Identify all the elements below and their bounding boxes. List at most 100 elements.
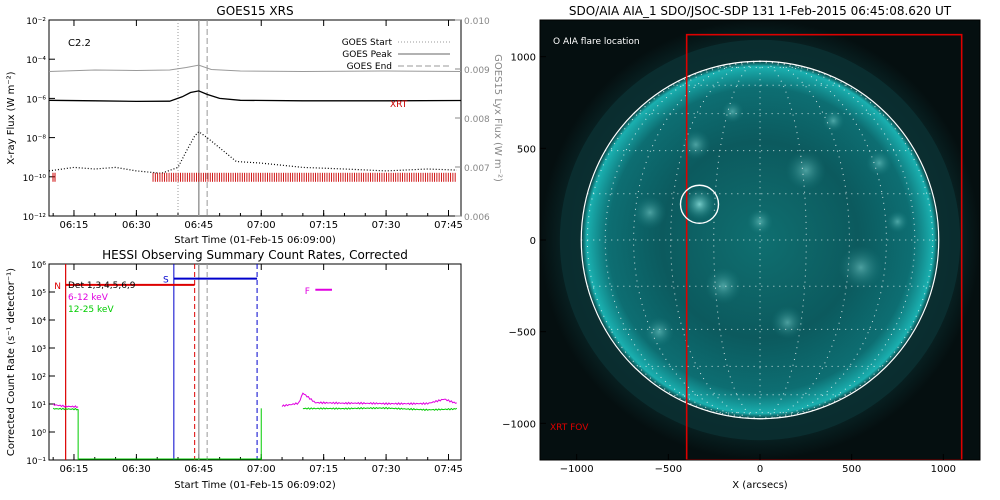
hessi-legend-label: 6-12 keV: [68, 293, 109, 303]
hessi-y-tick-label: 10⁶: [31, 261, 46, 271]
hessi-x-label: 07:45: [434, 464, 463, 475]
active-region-glow: [721, 100, 744, 123]
hessi-y-tick-label: 10²: [31, 373, 46, 383]
goes-x-label: 06:15: [60, 220, 89, 231]
active-region-glow: [866, 150, 893, 176]
goes-y-tick-label: 10⁻²: [26, 17, 46, 27]
hessi-y-tick-label: 10¹: [31, 401, 46, 411]
active-region-glow: [771, 306, 804, 339]
active-region-glow: [633, 196, 667, 229]
hessi-flag-label: N: [54, 282, 61, 292]
hessi-x-axis-label: Start Time (01-Feb-15 06:09:02): [174, 480, 336, 491]
hessi-panel: HESSI Observing Summary Count Rates, Cor…: [6, 248, 463, 491]
active-region-glow: [785, 150, 826, 191]
aia-x-tick-label: −1000: [560, 464, 594, 475]
goes-y-axis: 10⁻² 10⁻⁴ 10⁻⁶ 10⁻⁸ 10⁻¹⁰ 10⁻¹²: [23, 17, 55, 223]
heliographic-grid: [581, 60, 939, 420]
longitude-line: [759, 60, 934, 420]
hessi-y-axis-label: Corrected Count Rate (s⁻¹ detector⁻¹): [6, 268, 17, 456]
hessi-title: HESSI Observing Summary Count Rates, Cor…: [102, 248, 408, 262]
hessi-x-label: 06:45: [184, 464, 213, 475]
aia-y-tick-label: −500: [509, 328, 536, 339]
longitude-line: [759, 60, 807, 420]
goes-xrt-annotation: XRT: [390, 100, 408, 110]
goes-x-axis-label: Start Time (01-Feb-15 06:09:00): [174, 235, 336, 246]
hessi-plot-frame: [48, 263, 462, 461]
hessi-y-tick-label: 10³: [31, 345, 46, 355]
goes-x-label: 07:30: [372, 220, 401, 231]
aia-x-axis: −1000 −500 0 500 1000: [560, 454, 956, 475]
hessi-6-12kev-line: [52, 403, 79, 409]
goes-xrs-panel: GOES15 XRS 10⁻² 10⁻⁴ 10⁻⁶ 10⁻⁸ 10⁻¹⁰ 10⁻¹² 0.…: [6, 4, 503, 246]
aia-y-tick-label: 500: [517, 144, 536, 155]
hessi-x-label: 07:00: [247, 464, 276, 475]
goes-legend-label: GOES Start: [342, 38, 393, 48]
longitude-line: [586, 60, 761, 420]
goes-y2-tick-label: 0.006: [464, 213, 490, 223]
aia-x-tick-label: 1000: [931, 464, 956, 475]
goes-x-axis: 06:15 06:30 06:45 07:00 07:15 07:30 07:45: [52, 20, 463, 231]
hessi-x-axis: 06:15 06:30 06:45 07:00 07:15 07:30 07:45: [52, 264, 463, 475]
hessi-x-label: 07:15: [309, 464, 338, 475]
goes-y-axis-label: X-ray Flux (W m⁻²): [6, 71, 17, 164]
active-region-glow: [644, 317, 674, 347]
goes-x-label: 06:45: [184, 220, 213, 231]
aia-y-tick-label: −1000: [502, 419, 536, 430]
aia-image-area: [540, 20, 980, 460]
goes-rhessi-flag-ticks: [52, 172, 456, 182]
hessi-y-axis: 10⁶ 10⁵ 10⁴ 10³ 10² 10¹ 10⁰ 10⁻¹: [26, 261, 55, 467]
goes-y2-axis-label: GOES15 Lyx Flux (W m⁻²): [492, 54, 503, 182]
aia-y-tick-label: 0: [530, 236, 536, 247]
aia-x-tick-label: 0: [757, 464, 763, 475]
hessi-12-25kev-line: [302, 406, 458, 412]
hessi-6-12kev-line: [281, 392, 457, 408]
aia-x-tick-label: −500: [655, 464, 682, 475]
aia-x-axis-label: X (arcsecs): [732, 480, 788, 491]
flare-brightening: [683, 188, 716, 221]
goes-title: GOES15 XRS: [216, 4, 293, 18]
solar-disk-fill: [581, 61, 939, 419]
hessi-legend-label: Det 1,3,4,5,6,9: [68, 281, 136, 291]
goes-flare-class: C2.2: [68, 38, 91, 49]
active-region-glow: [886, 210, 909, 233]
hessi-x-label: 06:30: [122, 464, 151, 475]
active-region-glow: [822, 109, 845, 132]
hessi-legend: Det 1,3,4,5,6,9 6-12 keV 12-25 keV: [68, 281, 136, 315]
goes-y-tick-label: 10⁻⁸: [26, 135, 46, 145]
hessi-y-tick-label: 10⁻¹: [26, 457, 46, 467]
goes-y2-tick-label: 0.009: [464, 66, 490, 76]
goes-lyx-line: [49, 64, 461, 73]
goes-x-label: 07:00: [247, 220, 276, 231]
active-region-glow: [838, 245, 883, 290]
longitude-line: [670, 60, 761, 420]
goes-legend: GOES Start GOES Peak GOES End: [342, 38, 450, 72]
hessi-flag-label: F: [305, 287, 310, 297]
hessi-y-tick-label: 10⁰: [31, 429, 46, 439]
goes-x-label: 07:45: [434, 220, 463, 231]
hessi-x-label: 06:15: [60, 464, 89, 475]
aia-y-tick-label: 1000: [511, 53, 536, 64]
hessi-flag-label: S: [163, 276, 169, 286]
goes-y-tick-label: 10⁻⁴: [26, 56, 46, 66]
aia-y-axis: 1000 500 0 −500 −1000: [502, 53, 546, 430]
longitude-line: [713, 60, 761, 420]
goes-legend-label: GOES End: [347, 62, 392, 72]
goes-plot-frame: [48, 19, 462, 217]
hessi-y-tick-label: 10⁵: [31, 289, 46, 299]
hessi-12-25kev-line: [52, 407, 79, 411]
longitude-line: [759, 60, 850, 420]
goes-x-label: 06:30: [122, 220, 151, 231]
solar-disk: [559, 39, 961, 441]
active-region-glow: [705, 267, 742, 305]
hessi-series-group: N S F: [52, 264, 458, 460]
active-region-glow: [681, 130, 711, 160]
hessi-y-tick-label: 10⁴: [31, 317, 46, 327]
xrt-fov-box: [685, 33, 963, 460]
aia-legend-text: O AIA flare location: [553, 37, 640, 47]
hessi-x-label: 07:30: [372, 464, 401, 475]
goes-y2-tick-label: 0.007: [464, 164, 490, 174]
aia-fov-label: XRT FOV: [550, 423, 589, 433]
goes-legend-label: GOES Peak: [342, 50, 392, 60]
aia-x-tick-label: 500: [842, 464, 861, 475]
